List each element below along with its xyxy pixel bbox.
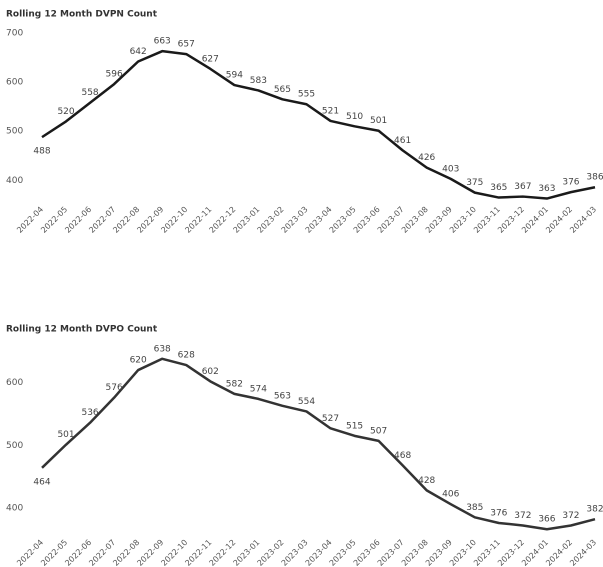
data-label: 558 <box>81 88 98 98</box>
data-label: 627 <box>202 54 219 64</box>
data-label: 507 <box>370 426 387 436</box>
chart-title: Rolling 12 Month DVPO Count <box>6 325 158 335</box>
y-tick-label: 400 <box>6 176 23 186</box>
y-tick-label: 400 <box>6 503 23 513</box>
data-label: 536 <box>81 408 98 418</box>
data-label: 501 <box>57 430 74 440</box>
data-label: 576 <box>106 383 123 393</box>
data-label: 510 <box>346 112 363 122</box>
data-label: 657 <box>178 40 195 50</box>
data-label: 574 <box>250 384 267 394</box>
data-label: 461 <box>394 136 411 146</box>
data-label: 468 <box>394 451 411 461</box>
data-label: 372 <box>562 511 579 521</box>
data-label: 376 <box>490 508 507 518</box>
data-label: 594 <box>226 71 243 81</box>
data-label: 464 <box>33 477 50 487</box>
y-tick-label: 600 <box>6 78 23 88</box>
data-label: 642 <box>130 47 147 57</box>
data-label: 565 <box>274 85 291 95</box>
data-label: 596 <box>106 70 123 80</box>
y-tick-label: 500 <box>6 127 23 137</box>
data-label: 366 <box>538 515 555 525</box>
data-label: 582 <box>226 379 243 389</box>
data-label: 365 <box>490 183 507 193</box>
data-label: 583 <box>250 76 267 86</box>
data-label: 406 <box>442 490 459 500</box>
data-label: 620 <box>130 356 147 366</box>
data-label: 554 <box>298 397 315 407</box>
data-line <box>41 49 596 200</box>
data-label: 602 <box>202 367 219 377</box>
data-label: 663 <box>154 37 171 47</box>
data-label: 521 <box>322 106 339 116</box>
y-tick-label: 500 <box>6 441 23 451</box>
data-label: 555 <box>298 90 315 100</box>
data-label: 367 <box>514 182 531 192</box>
x-tick-label: 2024-03 <box>568 538 598 567</box>
y-tick-label: 700 <box>6 29 23 39</box>
data-label: 426 <box>418 153 435 163</box>
data-label: 628 <box>178 351 195 361</box>
data-label: 386 <box>586 173 603 183</box>
chart-title: Rolling 12 Month DVPN Count <box>6 10 158 20</box>
data-label: 527 <box>322 414 339 424</box>
data-label: 520 <box>57 107 74 117</box>
data-label: 385 <box>466 503 483 513</box>
data-label: 428 <box>418 476 435 486</box>
data-label: 563 <box>274 391 291 401</box>
y-tick-label: 600 <box>6 378 23 388</box>
data-label: 372 <box>514 511 531 521</box>
data-label: 638 <box>154 344 171 354</box>
data-label: 382 <box>586 505 603 515</box>
data-label: 488 <box>33 147 50 157</box>
data-label: 375 <box>466 178 483 188</box>
data-label: 403 <box>442 164 459 174</box>
data-label: 376 <box>562 178 579 188</box>
x-tick-label: 2024-03 <box>568 205 598 235</box>
data-label: 501 <box>370 116 387 126</box>
data-label: 363 <box>538 184 555 194</box>
data-line <box>41 357 596 531</box>
data-label: 515 <box>346 421 363 431</box>
